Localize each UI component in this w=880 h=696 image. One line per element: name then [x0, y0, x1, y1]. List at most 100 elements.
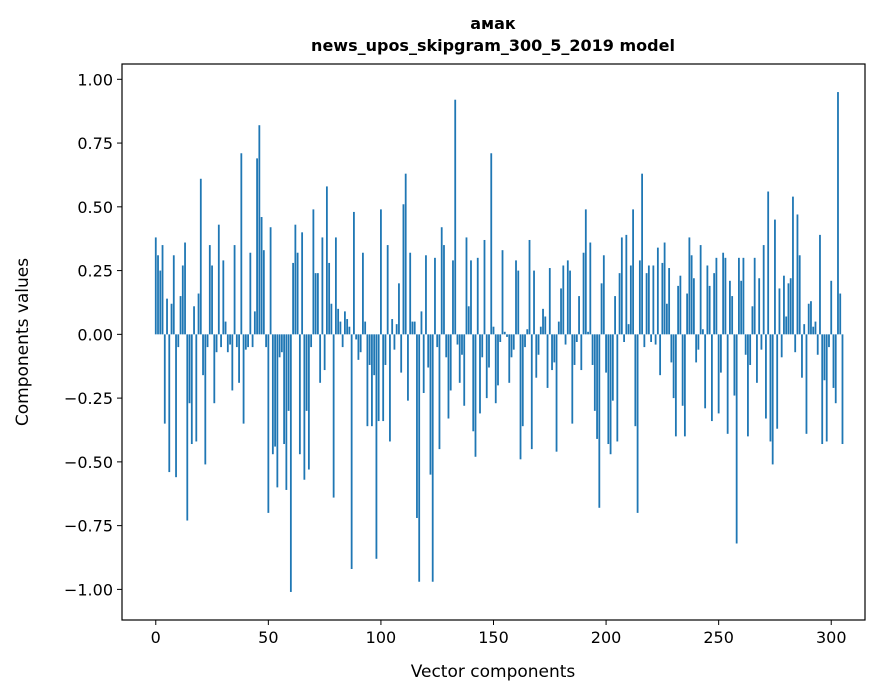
bar-303 [837, 92, 839, 335]
bar-275 [774, 219, 776, 335]
bar-300 [830, 280, 833, 335]
bar-113 [409, 252, 412, 335]
bar-66 [303, 334, 306, 480]
bar-286 [798, 255, 801, 335]
bar-138 [465, 237, 468, 335]
bar-140 [470, 260, 472, 335]
bar-42 [249, 252, 252, 335]
bar-240 [695, 334, 698, 363]
bar-295 [819, 234, 821, 335]
bar-179 [557, 321, 560, 335]
bar-46 [258, 125, 261, 335]
bar-197 [598, 334, 601, 508]
bar-248 [713, 273, 716, 335]
bar-13 [184, 242, 186, 335]
bar-105 [391, 319, 394, 335]
bar-253 [724, 257, 727, 335]
bar-276 [776, 334, 779, 429]
bar-200 [605, 334, 607, 373]
bar-245 [706, 265, 709, 335]
bar-115 [413, 321, 416, 335]
bar-247 [711, 334, 713, 422]
bar-239 [692, 278, 695, 335]
bar-112 [407, 334, 409, 401]
bar-211 [629, 265, 632, 335]
bar-22 [204, 334, 207, 465]
bar-193 [589, 242, 592, 335]
bar-266 [753, 257, 756, 335]
bar-93 [364, 321, 367, 335]
bar-99 [377, 334, 380, 422]
bar-71 [314, 273, 317, 335]
x-tick-label: 300 [816, 628, 847, 647]
bar-117 [418, 334, 421, 582]
bar-145 [481, 334, 484, 358]
bar-15 [188, 334, 191, 404]
bar-27 [215, 334, 218, 353]
bar-1 [157, 255, 159, 335]
bar-53 [274, 334, 276, 447]
bar-162 [519, 334, 522, 460]
bar-182 [564, 334, 567, 345]
bar-107 [395, 324, 398, 335]
bar-95 [368, 334, 371, 365]
bar-177 [553, 334, 556, 363]
bar-195 [593, 334, 596, 411]
y-axis-label: Components values [13, 258, 33, 426]
bar-184 [569, 270, 571, 335]
bar-111 [404, 173, 407, 335]
bar-215 [638, 260, 641, 335]
bar-171 [539, 326, 542, 335]
bar-78 [330, 303, 333, 335]
bar-34 [231, 334, 234, 391]
bar-214 [636, 334, 639, 513]
bar-160 [515, 260, 517, 335]
bar-37 [238, 334, 240, 383]
bar-62 [294, 224, 297, 335]
bar-166 [528, 239, 531, 335]
bar-161 [517, 270, 520, 335]
bar-14 [186, 334, 189, 521]
bar-31 [224, 321, 227, 335]
bar-127 [440, 227, 443, 335]
bar-298 [825, 334, 828, 442]
bar-16 [190, 334, 193, 445]
bar-154 [501, 250, 504, 335]
bar-252 [722, 252, 725, 335]
bar-63 [296, 252, 299, 335]
bar-43 [251, 334, 254, 348]
bar-188 [578, 296, 580, 335]
bar-226 [663, 242, 666, 335]
bar-92 [362, 252, 364, 335]
bar-210 [627, 324, 630, 335]
bar-237 [688, 237, 691, 335]
bar-11 [179, 296, 182, 335]
bar-279 [783, 275, 785, 335]
bar-110 [402, 204, 405, 335]
x-tick-label: 50 [258, 628, 278, 647]
bar-244 [704, 334, 707, 409]
bar-25 [211, 265, 213, 335]
bar-305 [841, 334, 844, 445]
bar-32 [226, 334, 229, 353]
bar-219 [647, 265, 650, 335]
bar-33 [229, 334, 231, 345]
bar-143 [476, 257, 479, 335]
bar-224 [659, 334, 662, 376]
y-axis-ticks: −1.00 −0.75 −0.50 −0.25 0.00 0.25 0.50 0.75 1.00 [64, 70, 122, 599]
bar-128 [443, 245, 445, 335]
bar-251 [720, 334, 722, 373]
y-tick-label: −1.00 [64, 580, 113, 599]
bar-272 [767, 191, 770, 335]
bar-76 [325, 186, 328, 335]
bar-3 [161, 245, 164, 335]
bar-202 [609, 334, 612, 455]
bar-41 [247, 334, 249, 348]
bar-64 [298, 334, 301, 455]
bar-72 [316, 273, 319, 335]
bar-69 [310, 334, 313, 348]
bar-296 [821, 334, 824, 445]
bar-114 [411, 321, 414, 335]
bar-227 [665, 303, 668, 335]
bar-5 [166, 298, 168, 335]
